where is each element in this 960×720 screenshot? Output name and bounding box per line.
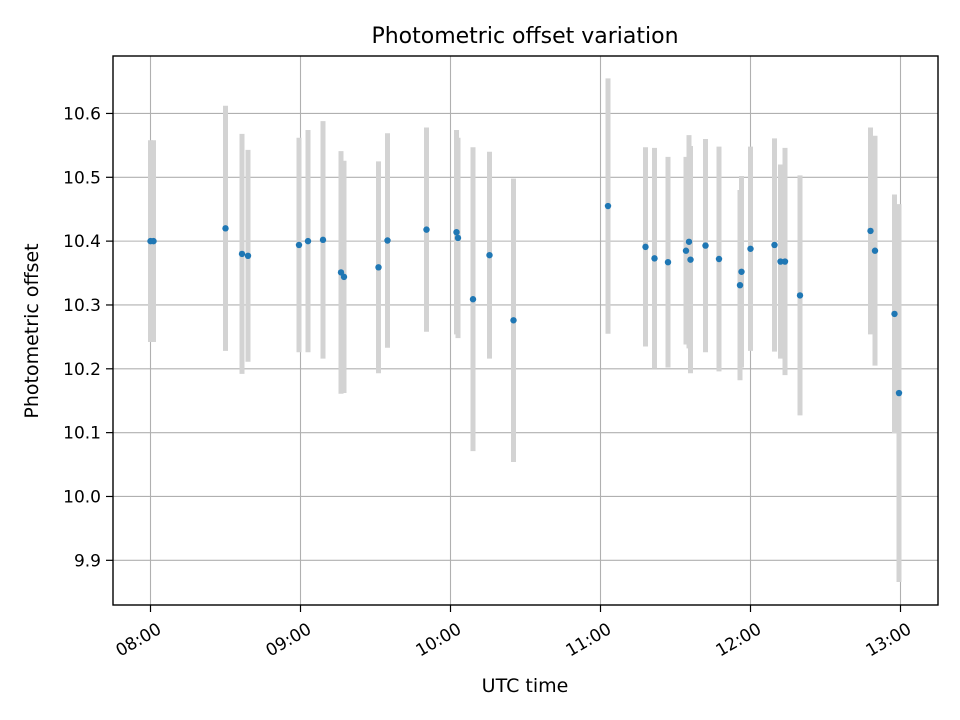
y-tick-label: 10.5 bbox=[63, 168, 101, 188]
data-point bbox=[687, 256, 694, 263]
data-point bbox=[642, 243, 649, 251]
data-point bbox=[375, 264, 382, 271]
data-point bbox=[682, 247, 690, 254]
data-point bbox=[895, 389, 903, 397]
data-point bbox=[702, 242, 709, 249]
y-tick-label: 10.2 bbox=[63, 360, 101, 380]
data-point bbox=[867, 227, 874, 235]
chart-title: Photometric offset variation bbox=[371, 24, 678, 49]
data-point bbox=[454, 234, 462, 242]
data-point bbox=[747, 245, 754, 252]
data-point bbox=[736, 281, 744, 289]
data-point bbox=[796, 292, 804, 299]
y-tick-label: 10.0 bbox=[63, 487, 101, 507]
y-axis-label: Photometric offset bbox=[21, 243, 43, 418]
y-tick-label: 10.3 bbox=[63, 296, 101, 316]
data-point bbox=[486, 251, 493, 259]
plot-frame bbox=[112, 55, 939, 606]
data-point bbox=[244, 252, 252, 260]
data-point bbox=[651, 255, 658, 262]
data-point bbox=[781, 258, 789, 265]
data-point bbox=[295, 241, 303, 249]
data-point bbox=[891, 310, 898, 318]
data-point bbox=[664, 258, 672, 266]
data-point bbox=[738, 268, 745, 275]
y-tick-label: 10.1 bbox=[63, 424, 101, 444]
data-point bbox=[222, 225, 229, 232]
data-point bbox=[304, 237, 312, 245]
data-point bbox=[777, 258, 784, 265]
data-point bbox=[871, 247, 879, 254]
data-point bbox=[238, 250, 246, 258]
data-point bbox=[423, 226, 430, 233]
data-point bbox=[771, 241, 778, 249]
data-point bbox=[604, 202, 612, 210]
data-point bbox=[469, 296, 477, 303]
x-axis-label: UTC time bbox=[482, 675, 569, 697]
data-point bbox=[685, 238, 693, 245]
data-point bbox=[150, 237, 157, 245]
data-point bbox=[715, 255, 723, 263]
y-tick-label: 10.4 bbox=[63, 232, 101, 252]
data-point bbox=[319, 236, 327, 244]
data-point bbox=[453, 228, 460, 236]
data-point bbox=[510, 317, 517, 324]
data-points bbox=[147, 202, 903, 397]
y-tick-label: 10.6 bbox=[63, 104, 101, 124]
y-tick-label: 9.9 bbox=[74, 551, 101, 571]
data-point bbox=[384, 237, 391, 244]
data-point bbox=[340, 273, 348, 281]
